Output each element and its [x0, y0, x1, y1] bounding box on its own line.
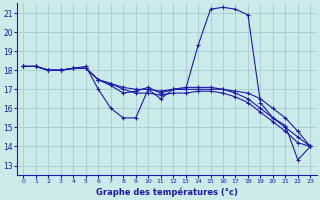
X-axis label: Graphe des températures (°c): Graphe des températures (°c): [96, 187, 238, 197]
